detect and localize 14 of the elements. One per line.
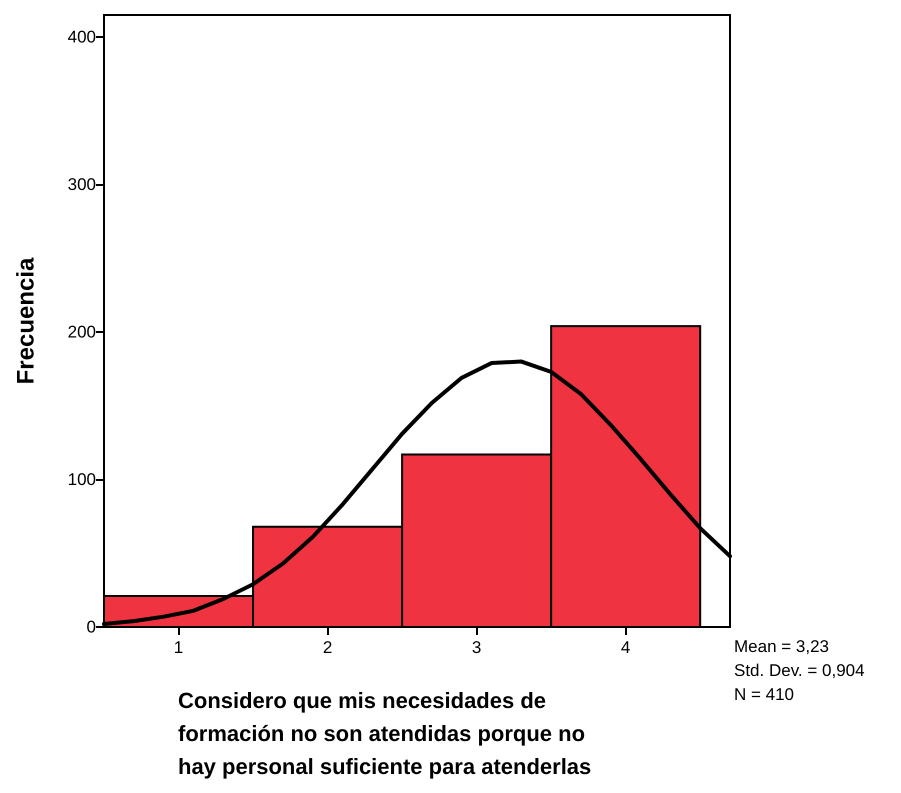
text: Mean = 3,23 bbox=[734, 637, 829, 656]
y-axis-title: Frecuencia bbox=[12, 256, 40, 384]
y-tick-label: 400 bbox=[68, 28, 96, 47]
y-tick-label: 0 bbox=[86, 618, 96, 636]
x-tick-label: 3 bbox=[472, 638, 482, 657]
x-axis-title: Considero que mis necesidades de formación no son atendidas porque no hay personal suficiente para atenderlas bbox=[178, 688, 592, 779]
y-tick-label: 300 bbox=[68, 175, 96, 194]
text: Std. Dev. = 0,904 bbox=[734, 661, 865, 680]
y-tick-label: 200 bbox=[68, 322, 96, 342]
y-tick-label: 100 bbox=[68, 470, 96, 490]
x-tick-label: 1 bbox=[174, 638, 184, 657]
x-tick-label: 4 bbox=[620, 638, 630, 657]
x-tick-label: 2 bbox=[322, 638, 332, 657]
text: N = 410 bbox=[734, 685, 794, 704]
